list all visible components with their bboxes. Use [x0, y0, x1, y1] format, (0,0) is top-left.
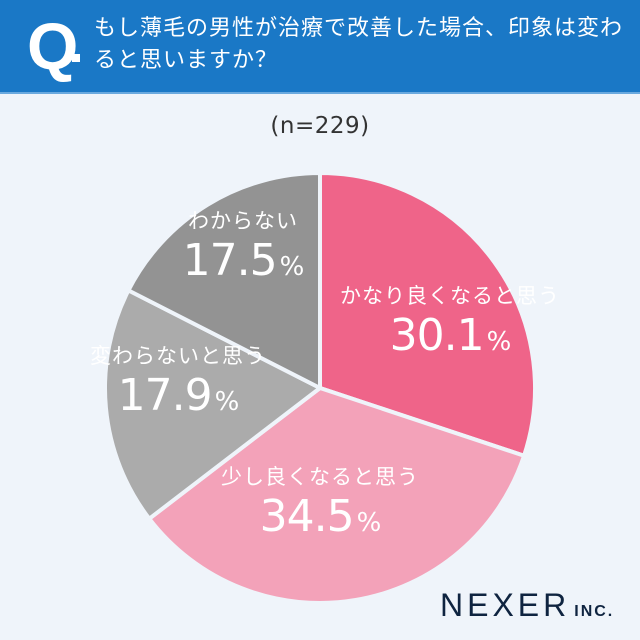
- question-header: Q もし薄毛の男性が治療で改善した場合、印象は変わると思いますか？: [0, 0, 640, 94]
- slice-label-slightly-good: 少し良くなると思う 34.5%: [221, 464, 419, 550]
- slice-category: 変わらないと思う: [90, 344, 266, 368]
- pie-slice: [126, 171, 322, 390]
- q-mark: Q: [27, 9, 78, 83]
- sample-size-label: (n=229): [270, 113, 370, 139]
- pie-slice: [318, 171, 537, 458]
- slice-category: わからない: [188, 209, 298, 233]
- slice-category: 少し良くなると思う: [221, 465, 419, 489]
- slice-value: 17.5%: [182, 235, 305, 286]
- slice-label-dont-know: わからない 17.5%: [182, 208, 305, 294]
- question-text: もし薄毛の男性が治療で改善した場合、印象は変わると思いますか？: [94, 16, 624, 73]
- q-dot-decoration: [72, 54, 80, 62]
- slice-label-very-good: かなり良くなると思う 30.1%: [340, 283, 560, 369]
- slice-value: 17.9%: [117, 370, 240, 421]
- pie-slice: [147, 386, 527, 605]
- slice-label-no-change: 変わらないと思う 17.9%: [90, 343, 266, 429]
- pie-slice: [103, 288, 322, 521]
- slice-category: かなり良くなると思う: [340, 284, 560, 308]
- pie-slices: [103, 171, 537, 605]
- nexer-logo: NEXER INC.: [440, 587, 615, 623]
- slice-value: 30.1%: [389, 310, 512, 361]
- slice-value: 34.5%: [259, 491, 382, 542]
